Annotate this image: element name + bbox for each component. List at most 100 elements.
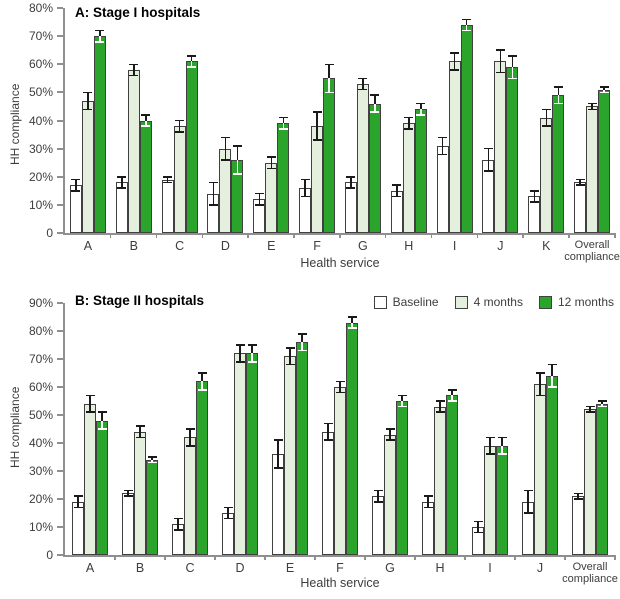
legend-label-4-months: 4 months	[473, 295, 523, 309]
error-bar-whisker-lower	[501, 445, 503, 455]
error-bar-whisker-lower	[289, 356, 291, 365]
bar	[574, 182, 587, 233]
four-months-swatch-icon	[454, 295, 468, 309]
error-bar-cap-bottom	[285, 363, 295, 366]
error-bar-cap-bottom	[235, 361, 245, 363]
x-axis-tick	[522, 233, 524, 238]
error-bar-whisker-upper	[212, 182, 215, 194]
error-bar-whisker-lower	[579, 182, 581, 186]
error-bar-cap-top	[573, 492, 583, 495]
error-bar-cap-bottom	[523, 512, 533, 514]
error-bar-cap-bottom	[175, 131, 185, 133]
bar	[422, 501, 434, 555]
error-bar-whisker-lower	[439, 406, 441, 413]
bar	[434, 406, 446, 555]
error-bar-cap-top	[438, 136, 448, 139]
error-bar-cap-bottom	[438, 153, 448, 155]
y-tick-label: 20%	[28, 492, 53, 506]
error-bar-cap-top	[541, 108, 551, 110]
x-axis-tick	[264, 555, 266, 560]
x-axis-tick	[568, 233, 570, 238]
bar	[446, 395, 458, 555]
error-bar-whisker-upper	[127, 490, 129, 494]
x-category-label: C	[175, 239, 185, 253]
error-bar-whisker-lower	[453, 61, 456, 70]
error-bar-cap-top	[117, 176, 127, 178]
error-bar-cap-bottom	[392, 195, 402, 198]
legend: Baseline 4 months 12 months	[373, 295, 614, 309]
error-bar-whisker-upper	[591, 103, 593, 107]
x-axis-tick	[314, 555, 316, 560]
bar	[219, 148, 232, 233]
x-category-label: Overall compliance	[562, 561, 618, 585]
y-axis-tick	[57, 386, 63, 388]
x-axis-tick	[109, 233, 112, 238]
error-bar-cap-bottom	[507, 77, 517, 80]
bar	[448, 61, 461, 233]
error-bar-whisker-lower	[190, 61, 193, 68]
error-bar-whisker-upper	[389, 429, 391, 435]
error-bar-cap-bottom	[423, 506, 433, 509]
error-bar-whisker-lower	[277, 454, 279, 469]
error-bar-cap-top	[495, 49, 505, 51]
error-bar-whisker-upper	[151, 457, 153, 460]
y-axis-tick	[57, 526, 63, 528]
error-bar-whisker-lower	[577, 496, 579, 499]
error-bar-cap-bottom	[346, 187, 356, 189]
error-bar-whisker-upper	[327, 423, 329, 432]
error-bar-whisker-lower	[603, 89, 605, 93]
error-bar-cap-top	[223, 506, 233, 509]
error-bar-cap-top	[173, 517, 183, 520]
bar	[546, 375, 558, 555]
error-bar-cap-bottom	[323, 439, 333, 441]
error-bar-cap-top	[497, 436, 507, 439]
error-bar-whisker-upper	[501, 437, 503, 446]
error-bar-cap-bottom	[404, 128, 414, 130]
error-bar-whisker-upper	[545, 109, 547, 118]
error-bar-cap-bottom	[573, 498, 583, 500]
error-bar-whisker-lower	[420, 109, 422, 115]
error-bar-cap-bottom	[83, 108, 93, 110]
error-bar-cap-top	[358, 77, 368, 80]
error-bar-cap-top	[187, 55, 197, 57]
twelve-months-swatch-icon	[538, 295, 552, 309]
error-bar-cap-bottom	[197, 389, 207, 391]
error-bar-whisker-upper	[201, 373, 203, 382]
error-bar-whisker-lower	[377, 496, 379, 502]
error-bar-whisker-lower	[270, 162, 272, 169]
x-category-label: B	[129, 239, 138, 253]
error-bar-cap-bottom	[297, 349, 307, 352]
bar	[436, 145, 449, 233]
error-bar-cap-top	[373, 489, 383, 492]
error-bar-cap-bottom	[473, 531, 483, 534]
error-bar-cap-bottom	[483, 170, 493, 172]
error-bar-whisker-upper	[270, 157, 272, 163]
error-bar-cap-bottom	[450, 69, 460, 71]
error-bar-cap-top	[575, 178, 585, 181]
y-tick-label: 70%	[28, 29, 53, 44]
legend-item-4-months: 4 months	[454, 295, 523, 309]
error-bar-whisker-lower	[527, 501, 529, 513]
error-bar-cap-top	[285, 347, 295, 349]
bar	[81, 100, 94, 233]
y-axis-tick	[57, 203, 63, 206]
bar	[173, 126, 186, 233]
error-bar-whisker-lower	[301, 342, 303, 351]
y-axis-tick	[57, 442, 63, 444]
error-bar-whisker-upper	[139, 426, 141, 432]
error-bar-whisker-upper	[477, 521, 479, 527]
bar	[596, 403, 608, 555]
error-bar-cap-top	[599, 86, 609, 88]
error-bar-cap-bottom	[397, 405, 407, 408]
bar	[115, 182, 128, 233]
x-category-label: K	[542, 239, 551, 253]
error-bar-cap-top	[597, 400, 607, 402]
error-bar-whisker-lower	[77, 501, 79, 508]
error-bar-whisker-lower	[451, 395, 453, 401]
error-bar-whisker-upper	[227, 507, 229, 513]
y-axis-tick	[57, 7, 63, 9]
error-bar-cap-top	[141, 114, 151, 116]
error-bar-cap-top	[71, 178, 81, 181]
x-category-label: J	[536, 561, 544, 575]
panel-b-plot-area: 90% 80% 70% 60% 50% 40% 30% 20% 10% 0 A B C D E F G H I J Ov…	[29, 296, 618, 585]
